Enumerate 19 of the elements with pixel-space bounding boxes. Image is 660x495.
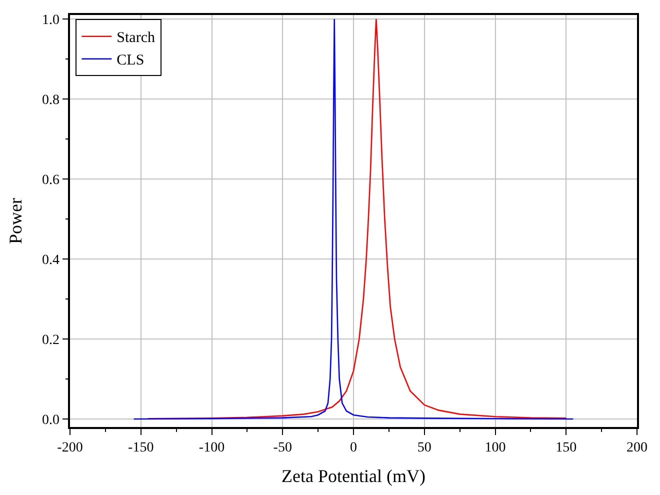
x-tick-label: 0 bbox=[350, 440, 357, 456]
y-tick-label: 1.0 bbox=[42, 12, 60, 28]
legend-label: Starch bbox=[116, 30, 156, 46]
x-tick-label: -200 bbox=[57, 440, 83, 456]
x-tick-label: -50 bbox=[273, 440, 292, 456]
legend-label: CLS bbox=[116, 52, 144, 69]
y-tick-label: 0.2 bbox=[42, 332, 60, 348]
x-tick-label: 100 bbox=[484, 440, 506, 456]
y-tick-label: 0.4 bbox=[42, 252, 60, 268]
x-tick-label: -150 bbox=[128, 440, 154, 456]
x-tick-label: -100 bbox=[198, 440, 225, 456]
y-tick-label: 0.0 bbox=[42, 412, 60, 428]
x-tick-label: 200 bbox=[626, 440, 648, 456]
y-tick-label: 0.8 bbox=[42, 92, 60, 108]
x-tick-label: 50 bbox=[417, 440, 432, 456]
y-tick-label: 0.6 bbox=[42, 172, 60, 188]
x-axis-title: Zeta Potential (mV) bbox=[282, 466, 426, 486]
y-axis-title: Power bbox=[6, 198, 26, 244]
x-tick-label: 150 bbox=[556, 440, 577, 456]
